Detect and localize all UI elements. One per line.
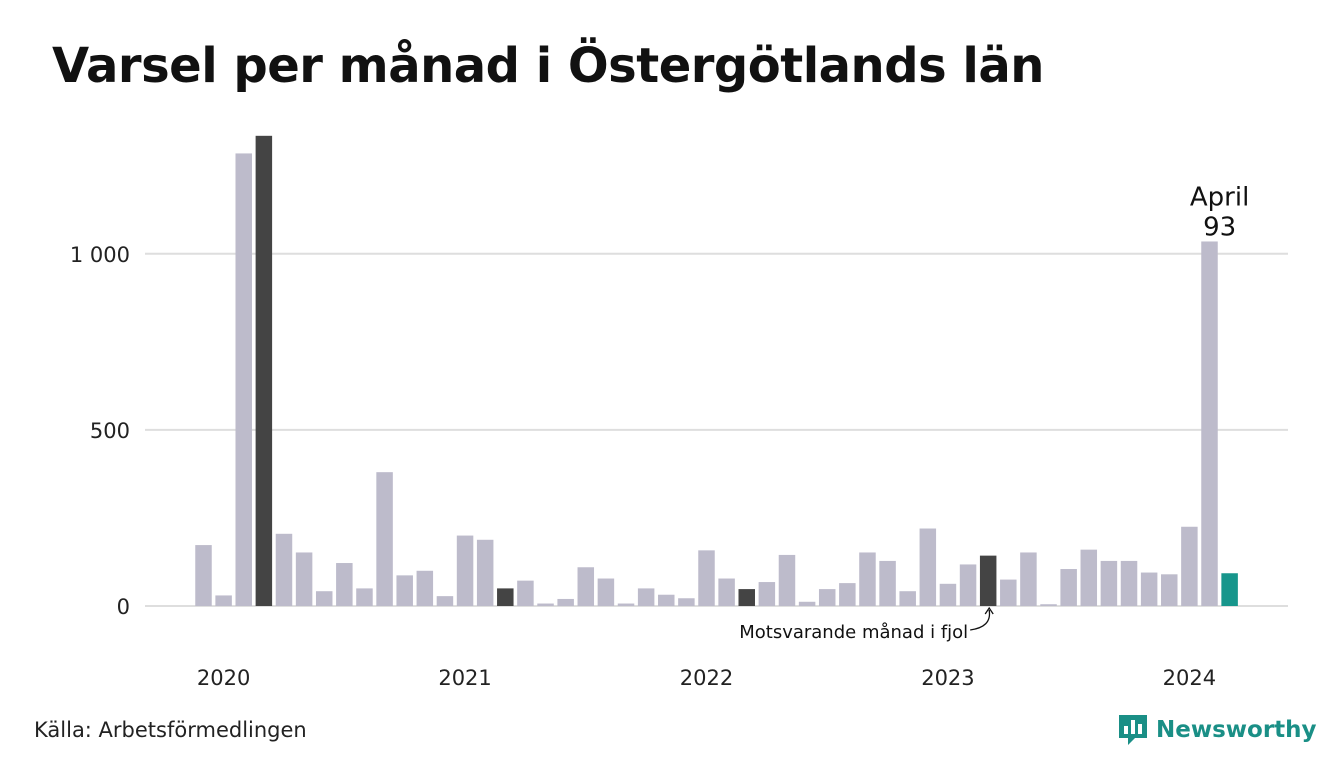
chart-title: Varsel per månad i Östergötlands län bbox=[52, 38, 1044, 94]
y-tick-label: 500 bbox=[90, 419, 130, 443]
bar bbox=[215, 595, 232, 606]
bar bbox=[658, 594, 675, 606]
x-tick-label: 2021 bbox=[438, 666, 491, 690]
y-axis-ticks: 0 500 1 000 bbox=[70, 243, 130, 619]
bar bbox=[1201, 241, 1218, 606]
bar bbox=[1060, 569, 1077, 606]
bar bbox=[315, 591, 333, 606]
bar bbox=[1140, 572, 1158, 606]
bar bbox=[1040, 604, 1057, 606]
bar bbox=[818, 589, 836, 606]
bar bbox=[497, 588, 514, 606]
source-text: Källa: Arbetsförmedlingen bbox=[34, 718, 307, 742]
x-tick-label: 2020 bbox=[197, 666, 250, 690]
bar bbox=[235, 153, 252, 606]
bar bbox=[456, 535, 474, 606]
bar bbox=[778, 554, 796, 606]
bar bbox=[376, 472, 393, 606]
annotation-value: 93 bbox=[1203, 212, 1236, 242]
x-tick-label: 2024 bbox=[1163, 666, 1216, 690]
bar bbox=[275, 533, 293, 606]
bar bbox=[597, 578, 615, 606]
x-tick-label: 2023 bbox=[921, 666, 974, 690]
bar bbox=[1161, 574, 1178, 606]
bar bbox=[1020, 552, 1037, 606]
bar bbox=[396, 575, 413, 606]
bar bbox=[1120, 560, 1138, 606]
bar bbox=[899, 591, 916, 606]
annotation-month: April bbox=[1190, 182, 1249, 212]
bar bbox=[718, 578, 735, 606]
bar bbox=[738, 589, 755, 606]
bar bbox=[195, 545, 212, 606]
current-month-annotation: April 93 bbox=[1190, 182, 1249, 242]
bar bbox=[295, 552, 313, 606]
bar bbox=[436, 596, 454, 606]
bar bbox=[356, 588, 373, 606]
grid-lines bbox=[145, 252, 1288, 607]
note-text: Motsvarande månad i fjol bbox=[739, 622, 968, 643]
last-year-note: Motsvarande månad i fjol bbox=[739, 606, 994, 643]
bar bbox=[698, 550, 715, 606]
y-tick-label: 1 000 bbox=[70, 243, 130, 267]
bar bbox=[617, 603, 635, 606]
bar bbox=[255, 135, 273, 607]
bar bbox=[678, 598, 695, 606]
bar bbox=[939, 583, 957, 606]
bar bbox=[637, 588, 655, 606]
bar bbox=[798, 601, 816, 606]
bar bbox=[1181, 526, 1198, 606]
bar bbox=[557, 598, 574, 606]
brand-logo: Newsworthy bbox=[1116, 712, 1317, 748]
bar bbox=[879, 560, 896, 606]
bar bbox=[1000, 579, 1017, 606]
bar bbox=[1080, 549, 1098, 606]
brand-name: Newsworthy bbox=[1156, 717, 1317, 743]
bar bbox=[416, 570, 434, 606]
bar bbox=[959, 564, 977, 606]
bar bbox=[859, 552, 876, 606]
bar bbox=[476, 539, 494, 606]
bar bbox=[1100, 560, 1118, 606]
newsworthy-logo-icon bbox=[1119, 715, 1147, 745]
note-arrow bbox=[970, 606, 994, 631]
x-axis-ticks: 2020 2021 2022 2023 2024 bbox=[197, 666, 1216, 690]
bar bbox=[537, 603, 554, 606]
bar bbox=[517, 580, 534, 606]
bar bbox=[758, 582, 776, 606]
bar bbox=[577, 567, 595, 606]
bar bbox=[1221, 573, 1238, 606]
bars bbox=[195, 135, 1238, 607]
y-tick-label: 0 bbox=[117, 595, 130, 619]
bar bbox=[919, 528, 937, 606]
bar bbox=[839, 583, 856, 606]
bar bbox=[979, 555, 997, 606]
x-tick-label: 2022 bbox=[680, 666, 733, 690]
bar bbox=[336, 563, 353, 606]
